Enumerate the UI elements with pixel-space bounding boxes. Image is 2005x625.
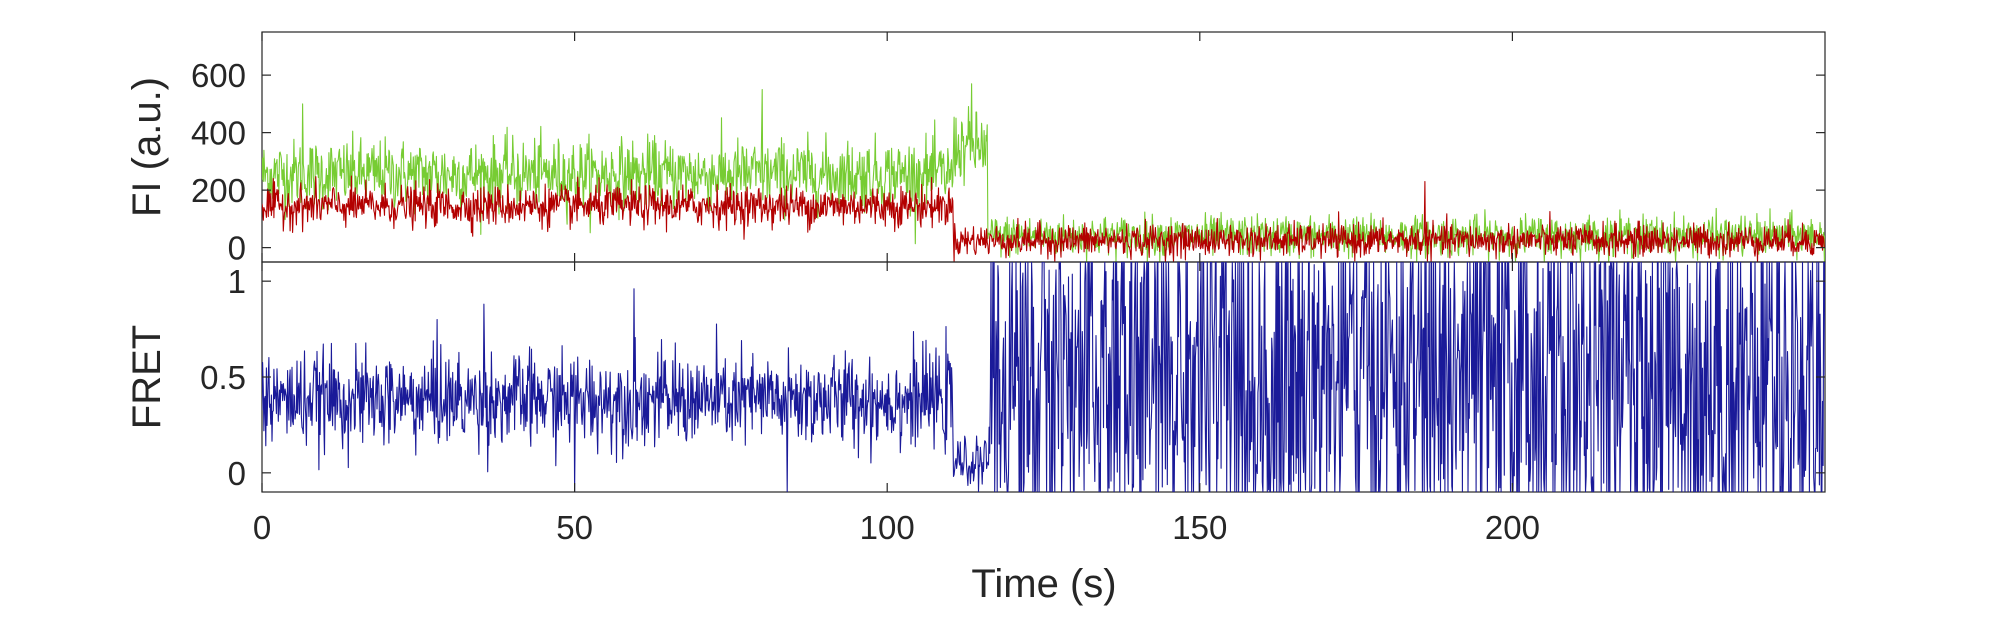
y-tick-label: 600 — [191, 57, 246, 94]
x-tick-label: 0 — [253, 509, 271, 546]
x-tick-label: 50 — [556, 509, 593, 546]
series-red-line — [262, 175, 1825, 262]
intensity-traces — [262, 83, 1825, 262]
y-tick-label: 200 — [191, 172, 246, 209]
y-tick-label: 0.5 — [200, 359, 246, 396]
x-tick-label: 150 — [1172, 509, 1227, 546]
y-tick-label: 1 — [228, 263, 246, 300]
intensity-ylabel: FI (a.u.) — [125, 77, 169, 217]
y-tick-label: 0 — [228, 230, 246, 267]
fret-ticks: 0 0.5 1 0 50 100 150 200 — [200, 262, 1825, 546]
time-xlabel: Time (s) — [971, 562, 1116, 606]
fret-panel: 0 0.5 1 0 50 100 150 200 FRET Time (s) — [125, 261, 1826, 606]
fret-trace — [262, 262, 1825, 492]
intensity-ticks: 0 200 400 600 — [191, 32, 1825, 267]
intensity-panel: 0 200 400 600 FI (a.u.) — [125, 31, 1826, 267]
x-tick-label: 100 — [860, 509, 915, 546]
intensity-axes-frame — [261, 31, 1826, 263]
y-tick-label: 0 — [228, 455, 246, 492]
x-tick-label: 200 — [1485, 509, 1540, 546]
series-blue-line — [262, 262, 1825, 492]
fret-ylabel: FRET — [125, 325, 169, 429]
y-tick-label: 400 — [191, 115, 246, 152]
